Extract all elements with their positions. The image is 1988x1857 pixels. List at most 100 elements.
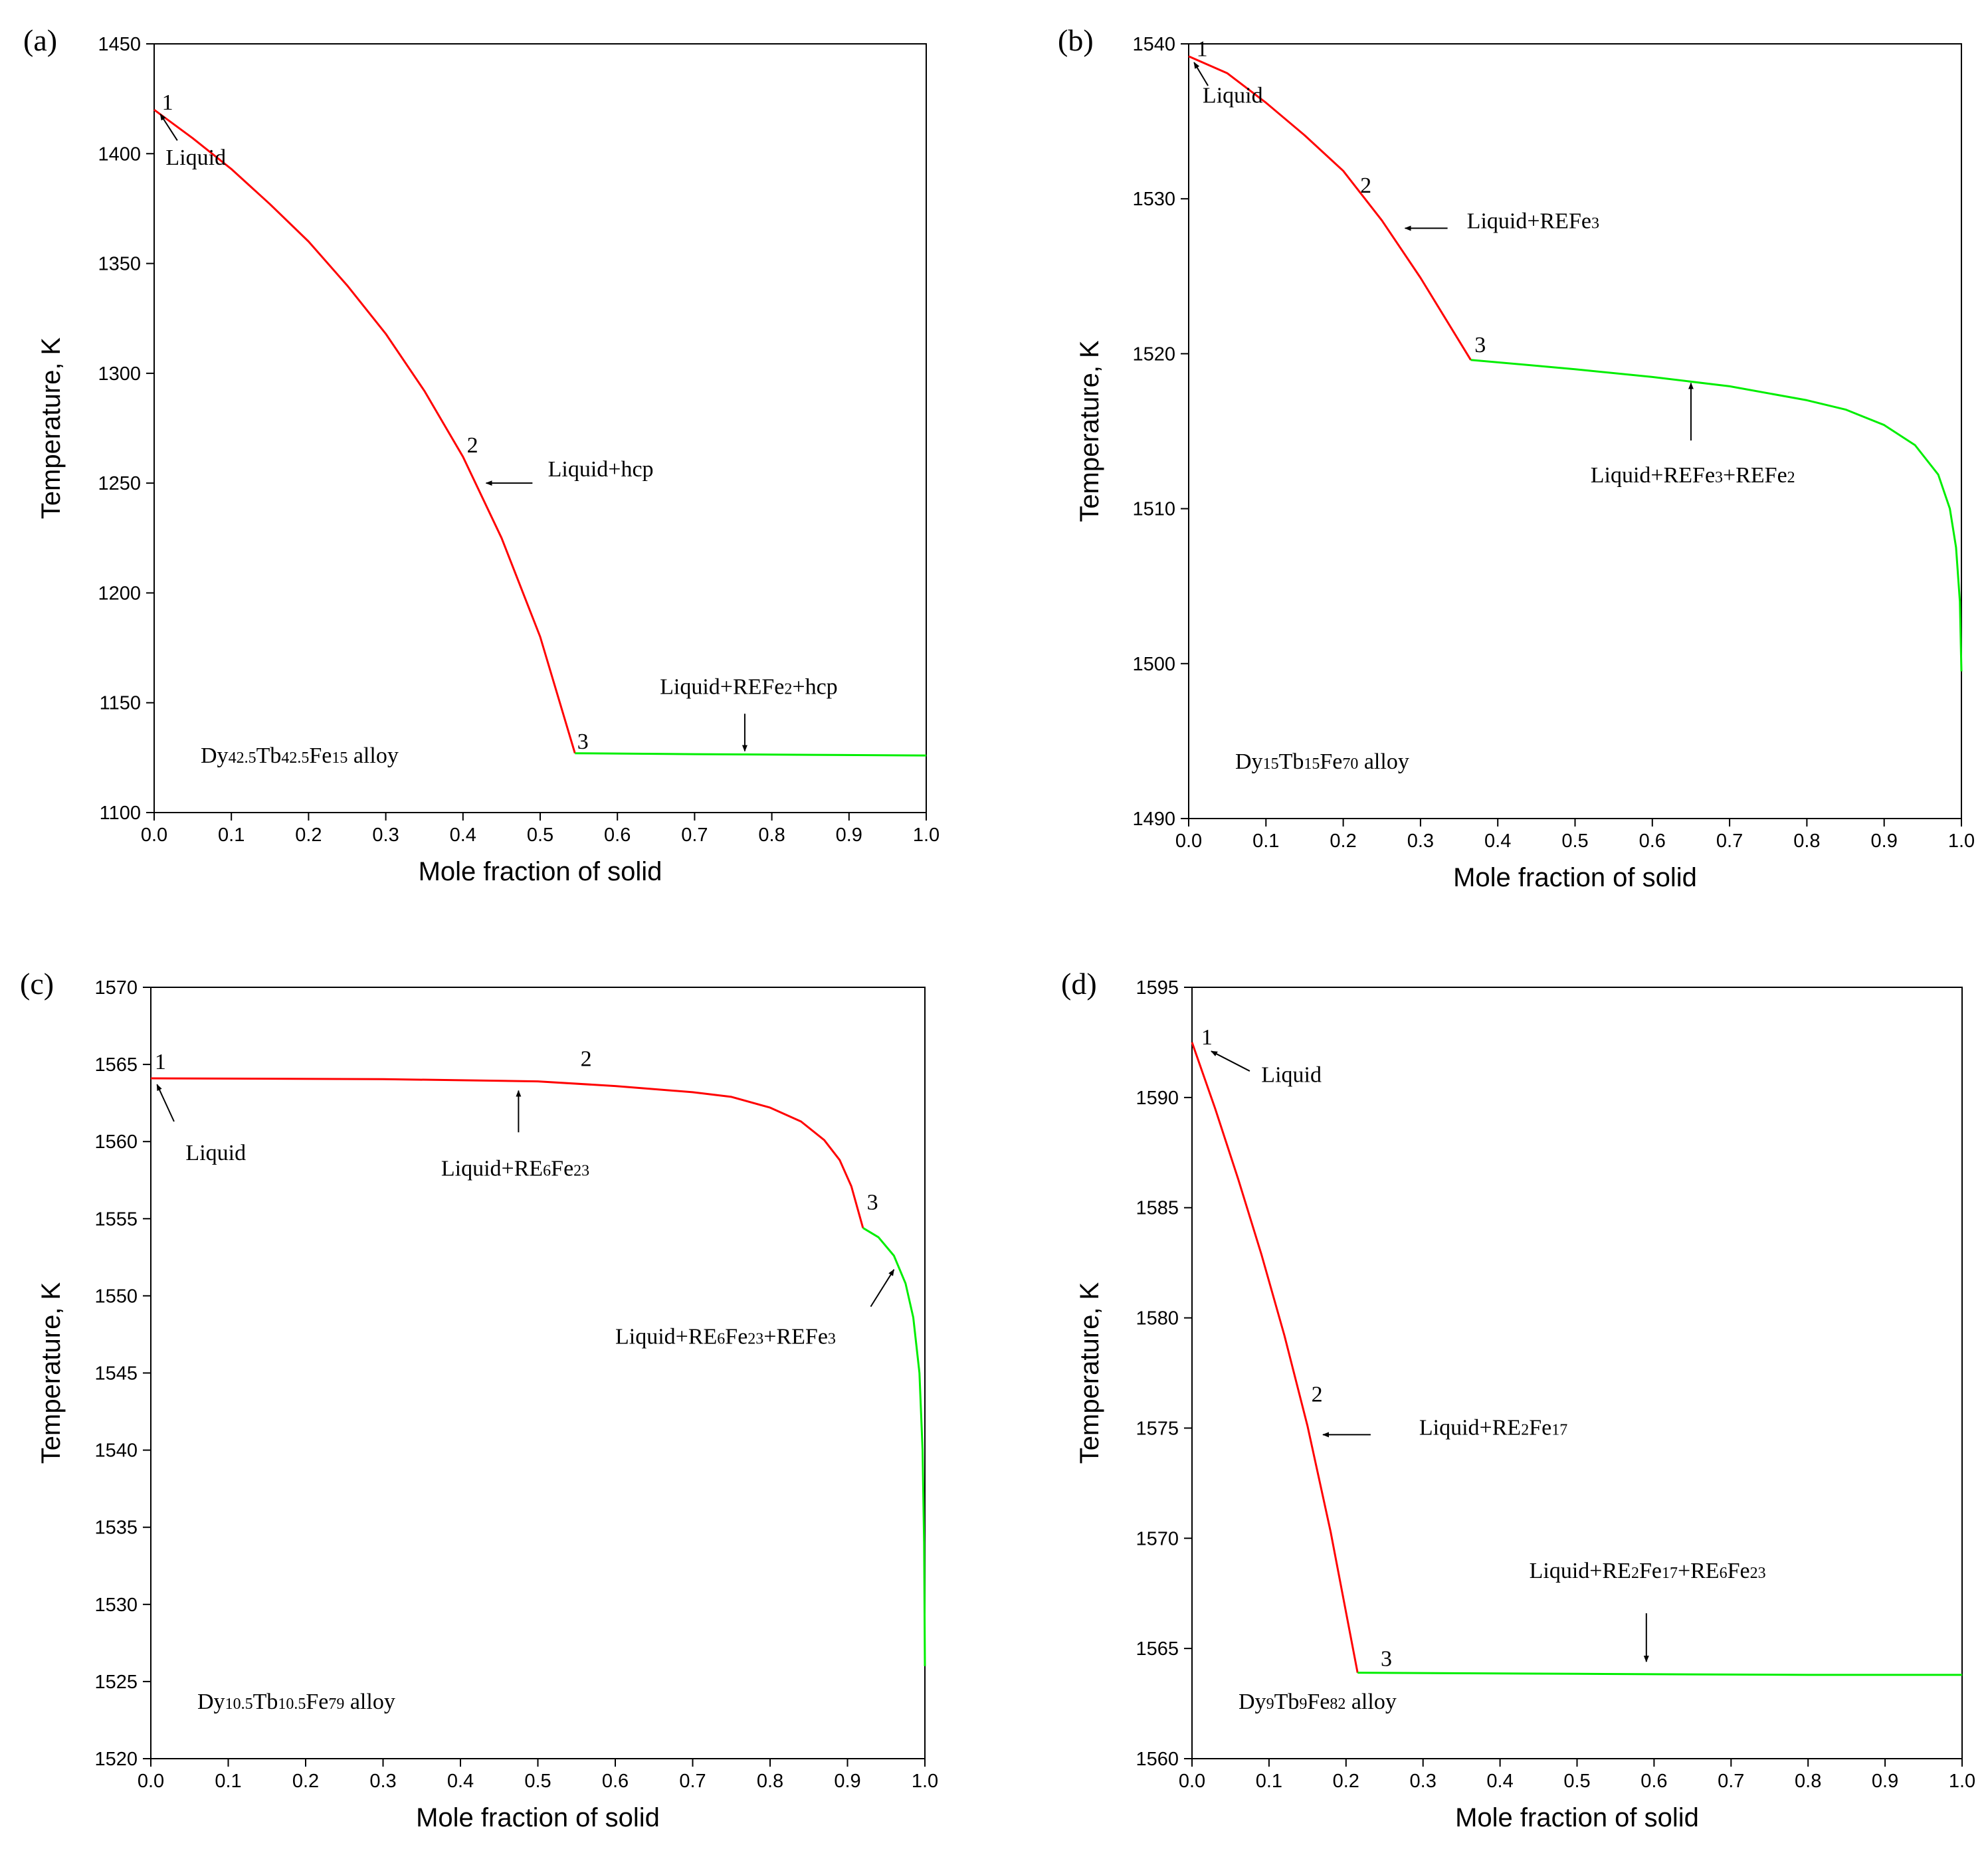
y-tick-label: 1535 [94, 1517, 138, 1539]
point-label: 2 [1360, 173, 1371, 198]
y-tick-label: 1530 [94, 1595, 138, 1616]
plot-frame [150, 987, 926, 1759]
x-tick-label: 0.8 [1795, 1771, 1821, 1792]
y-tick-label: 1595 [1136, 977, 1179, 999]
x-tick-label: 1.0 [1949, 1771, 1975, 1792]
x-tick-label: 0.8 [1793, 831, 1820, 852]
x-tick-label: 0.8 [757, 1771, 783, 1792]
y-tick-label: 1580 [1136, 1308, 1179, 1329]
x-tick-label: 0.6 [602, 1771, 629, 1792]
point-label: 3 [1474, 333, 1486, 357]
series-line-red [1191, 1042, 1359, 1673]
x-tick-label: 0.1 [215, 1771, 241, 1792]
x-axis-title: Mole fraction of solid [1455, 1803, 1699, 1832]
y-tick-label: 1555 [94, 1209, 138, 1230]
x-tick-label: 0.9 [1871, 831, 1898, 852]
panel-b: 0.0 0.1 0.2 0.3 0.4 0.5 0.6 0.7 0.8 0.9 1.0 1490 150… [1058, 23, 1975, 892]
y-tick-label: 1540 [94, 1440, 138, 1462]
x-tick-label: 0.7 [1716, 831, 1743, 852]
annotation-label: Liquid+RE6Fe23+REFe3 [615, 1324, 836, 1349]
y-tick-label: 1585 [1136, 1198, 1179, 1219]
x-tick-label: 0.8 [758, 825, 785, 846]
annotation-label: Liquid [185, 1141, 246, 1165]
x-tick-label: 0.4 [447, 1771, 474, 1792]
y-tick-label: 1590 [1136, 1088, 1179, 1109]
series-line-green [1357, 1672, 1962, 1676]
x-tick-label: 0.2 [1333, 1771, 1359, 1792]
x-tick-label: 0.0 [1179, 1771, 1205, 1792]
x-tick-label: 0.6 [1640, 1771, 1667, 1792]
x-tick-label: 0.3 [1407, 831, 1434, 852]
y-tick-label: 1540 [1132, 34, 1175, 55]
y-tick-label: 1200 [98, 583, 141, 604]
annotation-label: Liquid+RE6Fe23 [441, 1156, 589, 1181]
x-tick-label: 0.7 [681, 825, 708, 846]
x-axis-title: Mole fraction of solid [1453, 863, 1697, 892]
series-line-green [862, 1226, 926, 1666]
plot-frame [1191, 987, 1963, 1759]
panel-d: 0.0 0.1 0.2 0.3 0.4 0.5 0.6 0.7 0.8 0.9 1.0 1560 156… [1061, 967, 1975, 1832]
annotation-label: Liquid [165, 146, 226, 170]
x-tick-label: 0.2 [1330, 831, 1356, 852]
y-tick-label: 1520 [1132, 343, 1175, 365]
y-tick-label: 1350 [98, 254, 141, 275]
x-tick-label: 0.6 [604, 825, 631, 846]
annotation-label: Liquid+REFe3+REFe2 [1591, 463, 1795, 488]
x-tick-label: 0.9 [836, 825, 862, 846]
y-tick-label: 1525 [94, 1672, 138, 1693]
annotation-label: Liquid+RE2Fe17 [1419, 1415, 1567, 1440]
annotation-label: Liquid [1261, 1063, 1322, 1088]
y-tick-label: 1100 [100, 803, 141, 824]
x-tick-label: 0.1 [1252, 831, 1279, 852]
point-label: 1 [1197, 37, 1208, 62]
x-tick-label: 0.4 [1486, 1771, 1513, 1792]
x-tick-label: 0.7 [679, 1771, 706, 1792]
y-tick-label: 1520 [94, 1749, 138, 1770]
x-tick-label: 0.0 [138, 1771, 164, 1792]
x-tick-label: 0.1 [218, 825, 245, 846]
y-axis-title: Temperature, K [1075, 1282, 1104, 1464]
y-tick-label: 1450 [98, 34, 141, 55]
x-axis-title: Mole fraction of solid [419, 857, 662, 886]
x-tick-label: 1.0 [913, 825, 940, 846]
annotation-arrow [156, 1084, 175, 1122]
x-tick-label: 0.3 [369, 1771, 396, 1792]
annotation-label: Liquid+RE2Fe17+RE6Fe23 [1530, 1559, 1766, 1583]
annotation-arrow [159, 113, 178, 141]
y-tick-label: 1400 [98, 144, 141, 165]
alloy-label: Dy10.5Tb10.5Fe79 alloy [197, 1690, 395, 1714]
panel-a: 0.0 0.1 0.2 0.3 0.4 0.5 0.6 0.7 0.8 0.9 1.0 1100 115… [23, 23, 940, 886]
panel-label: (c) [20, 967, 54, 1001]
y-tick-label: 1250 [98, 473, 141, 494]
x-tick-label: 0.4 [450, 825, 476, 846]
y-tick-label: 1560 [1136, 1749, 1179, 1770]
y-tick-label: 1565 [1136, 1638, 1179, 1660]
x-tick-label: 0.5 [524, 1771, 551, 1792]
x-tick-label: 0.9 [834, 1771, 860, 1792]
panel-c: 0.0 0.1 0.2 0.3 0.4 0.5 0.6 0.7 0.8 0.9 1.0 1520 152… [20, 967, 938, 1832]
y-tick-label: 1150 [100, 693, 141, 714]
y-tick-label: 1570 [94, 977, 138, 999]
x-tick-label: 0.5 [1563, 1771, 1590, 1792]
x-tick-label: 0.1 [1256, 1771, 1282, 1792]
y-tick-label: 1560 [94, 1131, 138, 1153]
y-tick-label: 1500 [1132, 654, 1175, 675]
x-tick-label: 0.0 [141, 825, 167, 846]
x-tick-label: 1.0 [912, 1771, 938, 1792]
point-label: 1 [155, 1050, 166, 1074]
y-tick-label: 1550 [94, 1286, 138, 1307]
y-axis-title: Temperature, K [37, 337, 66, 519]
x-tick-label: 1.0 [1948, 831, 1975, 852]
plot-frame [1188, 43, 1962, 819]
panel-label: (a) [23, 23, 57, 57]
y-tick-label: 1545 [94, 1363, 138, 1385]
panel-label: (b) [1058, 23, 1094, 57]
x-tick-label: 0.6 [1639, 831, 1666, 852]
annotation-arrow [870, 1269, 895, 1308]
panel-label: (d) [1061, 967, 1097, 1001]
series-line-red [150, 1077, 864, 1228]
series-line-green [1470, 359, 1963, 672]
x-tick-label: 0.7 [1718, 1771, 1744, 1792]
y-tick-label: 1510 [1132, 499, 1175, 520]
